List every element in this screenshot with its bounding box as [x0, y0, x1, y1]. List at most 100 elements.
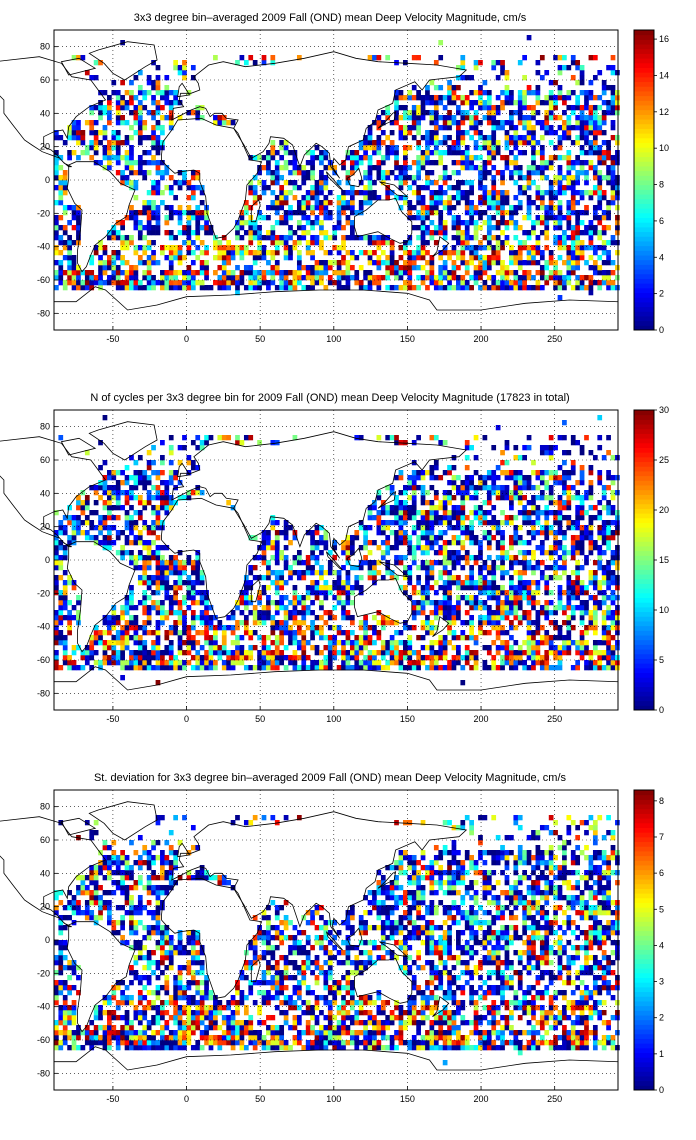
heatmap-cell [261, 585, 267, 591]
heatmap-cell [592, 185, 598, 191]
heatmap-cell [235, 225, 240, 231]
heatmap-cell [469, 235, 474, 241]
heatmap-cell [433, 280, 439, 286]
heatmap-cell [283, 625, 289, 631]
heatmap-cell [54, 545, 59, 551]
heatmap-cell [120, 630, 125, 636]
heatmap-cell [429, 545, 435, 551]
heatmap-cell [182, 75, 187, 81]
heatmap-cell [160, 585, 165, 591]
heatmap-cell [252, 665, 258, 671]
heatmap-cell [615, 225, 620, 231]
heatmap-cell [491, 155, 497, 161]
heatmap-cell [557, 215, 563, 221]
heatmap-cell [398, 170, 404, 176]
heatmap-cell [160, 275, 165, 281]
heatmap-cell [270, 265, 276, 271]
heatmap-cell [137, 625, 143, 631]
heatmap-cell [62, 190, 68, 196]
heatmap-cell [557, 645, 563, 651]
heatmap-cell [319, 600, 324, 606]
heatmap-cell [71, 265, 77, 271]
heatmap-cell [411, 605, 417, 611]
heatmap-cell [314, 665, 320, 671]
heatmap-cell [442, 550, 448, 556]
heatmap-cell [429, 620, 435, 626]
heatmap-cell [615, 545, 620, 551]
heatmap-cell [115, 660, 121, 666]
heatmap-cell [107, 535, 112, 541]
heatmap-cell [67, 630, 72, 636]
heatmap-cell [146, 205, 152, 211]
heatmap-cell [129, 125, 134, 131]
heatmap-cell [425, 170, 430, 176]
heatmap-cell [535, 270, 541, 276]
heatmap-cell [195, 185, 201, 191]
heatmap-cell [403, 165, 408, 171]
heatmap-cell [570, 55, 576, 61]
heatmap-cell [213, 635, 218, 641]
heatmap-cell [182, 615, 187, 621]
heatmap-cell [58, 540, 64, 546]
chart-svg-0: -50 0 50 100 150 200 250806040200-20-40-60-800… [0, 29, 669, 344]
heatmap-cell [137, 165, 143, 171]
heatmap-cell [535, 220, 541, 226]
heatmap-cell [456, 580, 461, 586]
heatmap-cell [610, 105, 616, 111]
heatmap-cell [129, 540, 134, 546]
heatmap-cell [460, 100, 466, 106]
heatmap-cell [592, 570, 598, 576]
heatmap-cell [447, 585, 452, 591]
heatmap-cell [606, 520, 611, 526]
heatmap-cell [403, 155, 408, 161]
heatmap-cell [98, 640, 103, 646]
heatmap-cell [447, 255, 452, 261]
heatmap-cell [164, 85, 170, 91]
heatmap-cell [610, 270, 616, 276]
heatmap-cell [394, 90, 399, 96]
heatmap-cell [588, 550, 594, 556]
heatmap-cell [164, 565, 170, 571]
heatmap-cell [522, 610, 527, 616]
heatmap-cell [385, 660, 391, 666]
heatmap-cell [597, 270, 603, 276]
heatmap-cell [199, 280, 205, 286]
heatmap-cell [592, 600, 598, 606]
heatmap-cell [553, 100, 558, 106]
heatmap-cell [394, 520, 399, 526]
heatmap-cell [367, 165, 373, 171]
heatmap-cell [407, 545, 413, 551]
heatmap-cell [460, 65, 466, 71]
heatmap-cell [513, 615, 519, 621]
heatmap-cell [292, 535, 298, 541]
heatmap-cell [274, 590, 280, 596]
heatmap-cell [186, 240, 192, 246]
heatmap-cell [296, 630, 302, 636]
heatmap-cell [111, 660, 117, 666]
heatmap-cell [89, 260, 95, 266]
heatmap-cell [266, 155, 271, 161]
heatmap-cell [58, 195, 64, 201]
heatmap-cell [486, 150, 492, 156]
heatmap-cell [261, 650, 267, 656]
heatmap-cell [230, 640, 236, 646]
heatmap-cell [363, 270, 368, 276]
heatmap-cell [553, 605, 558, 611]
heatmap-cell [451, 615, 457, 621]
heatmap-cell [62, 180, 68, 186]
heatmap-cell [120, 610, 125, 616]
heatmap-cell [482, 660, 488, 666]
heatmap-cell [372, 575, 377, 581]
heatmap-cell [274, 180, 280, 186]
heatmap-cell [239, 280, 245, 286]
heatmap-cell [345, 590, 351, 596]
heatmap-cell [345, 155, 351, 161]
heatmap-cell [535, 630, 541, 636]
heatmap-cell [107, 120, 112, 126]
heatmap-cell [142, 595, 148, 601]
heatmap-cell [292, 620, 298, 626]
heatmap-cell [588, 95, 594, 101]
heatmap-cell [208, 620, 214, 626]
heatmap-cell [500, 230, 505, 236]
heatmap-cell [469, 555, 474, 561]
